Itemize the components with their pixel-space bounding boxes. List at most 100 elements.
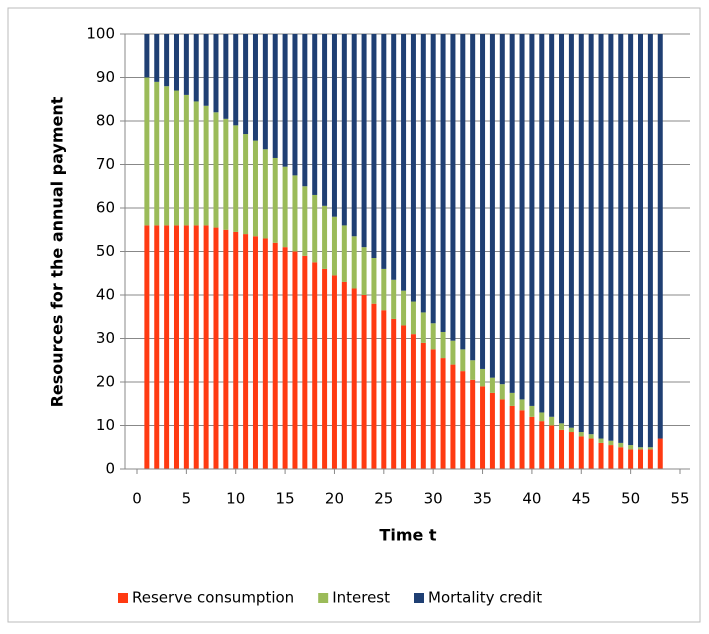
- bar-segment: [341, 34, 347, 226]
- legend-swatch: [318, 593, 329, 603]
- bar-segment: [252, 140, 258, 237]
- bar-segment: [312, 262, 318, 469]
- bar-segment: [489, 392, 495, 469]
- bar-segment: [361, 247, 367, 295]
- bar-segment: [243, 134, 249, 235]
- bar-segment: [638, 449, 644, 469]
- y-tick-label: 80: [96, 112, 115, 130]
- bar-segment: [213, 34, 219, 113]
- bar-segment: [499, 399, 505, 469]
- bar-segment: [193, 101, 199, 226]
- bar-segment: [539, 34, 545, 413]
- bar-segment: [203, 105, 209, 226]
- legend-label: Interest: [332, 589, 390, 607]
- bar-segment: [618, 442, 624, 448]
- bar-segment: [470, 360, 476, 380]
- bar-segment: [272, 157, 278, 243]
- bar-segment: [657, 438, 663, 469]
- bar-segment: [598, 442, 604, 469]
- bar-segment: [549, 416, 555, 426]
- bar-segment: [154, 81, 160, 226]
- bar-segment: [223, 34, 229, 119]
- bar-segment: [312, 34, 318, 195]
- bar-segment: [233, 231, 239, 469]
- bar-segment: [183, 94, 189, 226]
- bar-segment: [450, 34, 456, 341]
- bar-segment: [568, 34, 574, 428]
- bar-segment: [173, 225, 179, 469]
- y-tick-label: 60: [96, 199, 115, 217]
- bar-segment: [519, 410, 525, 469]
- bar-segment: [519, 34, 525, 400]
- bar-segment: [618, 447, 624, 469]
- bar-segment: [282, 166, 288, 248]
- bar-segment: [331, 34, 337, 217]
- bar-segment: [638, 34, 644, 448]
- bar-segment: [203, 34, 209, 106]
- bar-segment: [233, 34, 239, 126]
- bar-segment: [608, 445, 614, 469]
- bar-segment: [401, 325, 407, 469]
- bar-segment: [331, 216, 337, 276]
- bar-segment: [529, 416, 535, 469]
- bar-segment: [351, 288, 357, 469]
- bar-segment: [193, 225, 199, 469]
- bar-segment: [588, 434, 594, 439]
- y-tick-label: 70: [96, 155, 115, 173]
- bar-segment: [440, 331, 446, 359]
- bar-segment: [499, 34, 505, 385]
- bar-segment: [480, 386, 486, 469]
- x-tick-label: 50: [621, 490, 640, 508]
- bar-segment: [243, 234, 249, 469]
- x-axis-label: Time t: [379, 526, 436, 545]
- bar-segment: [598, 34, 604, 439]
- bar-segment: [559, 429, 565, 469]
- bar-segment: [460, 371, 466, 469]
- bar-segment: [401, 34, 407, 291]
- y-tick-label: 10: [96, 416, 115, 434]
- y-axis-label: Resources for the annual payment: [48, 96, 67, 407]
- bar-segment: [272, 34, 278, 158]
- bar-segment: [164, 225, 170, 469]
- bar-segment: [381, 268, 387, 311]
- x-tick-label: 25: [374, 490, 393, 508]
- bar-segment: [154, 34, 160, 82]
- x-tick-label: 30: [424, 490, 443, 508]
- bar-segment: [302, 186, 308, 256]
- bar-segment: [361, 295, 367, 469]
- bar-segment: [371, 34, 377, 259]
- bar-segment: [568, 427, 574, 433]
- bar-segment: [322, 34, 328, 206]
- bar-segment: [480, 34, 486, 369]
- bar-segment: [292, 175, 298, 252]
- bar-segment: [509, 405, 515, 469]
- bar-segment: [144, 77, 150, 226]
- bar-segment: [578, 34, 584, 433]
- bar-segment: [539, 421, 545, 469]
- bar-segment: [657, 34, 663, 439]
- bar-segment: [322, 205, 328, 269]
- bar-segment: [361, 34, 367, 248]
- x-tick-label: 40: [522, 490, 541, 508]
- x-tick-label: 20: [325, 490, 344, 508]
- bar-segment: [341, 225, 347, 282]
- bar-segment: [460, 34, 466, 350]
- y-tick-label: 40: [96, 286, 115, 304]
- bar-segment: [430, 349, 436, 469]
- bar-segment: [282, 247, 288, 469]
- bar-segment: [213, 227, 219, 469]
- bar-segment: [598, 438, 604, 443]
- bar-segment: [420, 34, 426, 313]
- bar-segment: [144, 225, 150, 469]
- bar-segment: [322, 268, 328, 469]
- legend-swatch: [118, 593, 128, 603]
- bar-segment: [529, 34, 535, 406]
- bar-segment: [391, 279, 397, 319]
- bar-segment: [470, 379, 476, 469]
- bar-segment: [608, 440, 614, 446]
- bar-segment: [164, 34, 170, 87]
- bar-segment: [371, 303, 377, 469]
- bar-segment: [351, 236, 357, 289]
- bar-segment: [450, 340, 456, 365]
